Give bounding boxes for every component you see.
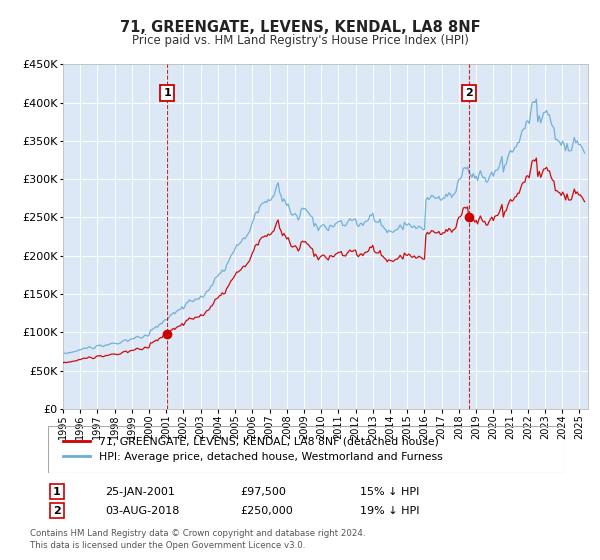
Text: Contains HM Land Registry data © Crown copyright and database right 2024.: Contains HM Land Registry data © Crown c… [30, 529, 365, 538]
Text: 19% ↓ HPI: 19% ↓ HPI [360, 506, 419, 516]
Text: 03-AUG-2018: 03-AUG-2018 [105, 506, 179, 516]
Text: 25-JAN-2001: 25-JAN-2001 [105, 487, 175, 497]
Text: 2: 2 [53, 506, 61, 516]
Text: Price paid vs. HM Land Registry's House Price Index (HPI): Price paid vs. HM Land Registry's House … [131, 34, 469, 46]
Text: This data is licensed under the Open Government Licence v3.0.: This data is licensed under the Open Gov… [30, 541, 305, 550]
Text: 2: 2 [465, 88, 473, 97]
Text: £250,000: £250,000 [240, 506, 293, 516]
Text: 1: 1 [53, 487, 61, 497]
Text: 1: 1 [164, 88, 172, 97]
Legend: 71, GREENGATE, LEVENS, KENDAL, LA8 8NF (detached house), HPI: Average price, det: 71, GREENGATE, LEVENS, KENDAL, LA8 8NF (… [59, 432, 447, 466]
Text: 71, GREENGATE, LEVENS, KENDAL, LA8 8NF: 71, GREENGATE, LEVENS, KENDAL, LA8 8NF [119, 20, 481, 35]
Text: 15% ↓ HPI: 15% ↓ HPI [360, 487, 419, 497]
Text: £97,500: £97,500 [240, 487, 286, 497]
